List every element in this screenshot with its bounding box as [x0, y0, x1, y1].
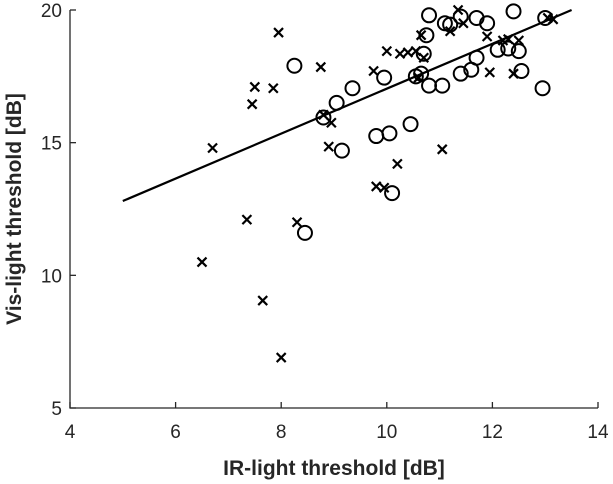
circle-marker: [315, 109, 332, 126]
circle-marker: [421, 77, 438, 94]
circle-marker: [384, 185, 401, 202]
cross-marker: [273, 27, 284, 38]
circle-marker: [333, 142, 350, 159]
cross-marker: [291, 216, 303, 228]
circle-marker: [344, 80, 361, 97]
circle-marker: [421, 7, 438, 24]
y-tick-label: 5: [51, 399, 62, 420]
cross-marker: [315, 61, 327, 73]
circle-marker: [413, 65, 430, 82]
data-markers: [196, 3, 559, 363]
circle-marker: [328, 94, 345, 111]
axes: [69, 10, 598, 409]
x-tick-label: 10: [376, 422, 397, 443]
cross-marker: [394, 48, 406, 60]
cross-marker: [368, 65, 379, 77]
cross-marker: [392, 158, 403, 170]
x-axis-label: IR-light threshold [dB]: [223, 457, 445, 480]
cross-marker: [484, 67, 496, 78]
cross-marker: [246, 98, 258, 110]
cross-marker: [370, 181, 382, 192]
circle-marker: [296, 224, 313, 241]
fit-line: [122, 8, 573, 203]
y-tick-label: 10: [41, 266, 62, 287]
x-tick-label: 14: [587, 422, 609, 443]
x-tick-label: 6: [170, 422, 181, 443]
circle-marker: [368, 128, 385, 145]
circle-marker: [415, 45, 432, 62]
x-tick-label: 12: [482, 422, 503, 443]
circle-marker: [479, 15, 496, 32]
cross-marker: [241, 214, 253, 225]
y-axis-ticks: 5 10 15 20: [41, 1, 76, 420]
cross-marker: [378, 182, 390, 194]
cross-marker: [257, 295, 268, 306]
y-tick-label: 15: [41, 134, 62, 155]
circle-marker: [505, 3, 522, 20]
fit-line-group: [122, 8, 573, 203]
circle-marker: [402, 116, 419, 133]
cross-marker: [326, 117, 337, 129]
circle-marker: [376, 69, 393, 86]
x-tick-label: 4: [65, 422, 76, 443]
cross-marker: [249, 81, 261, 93]
circle-marker: [418, 27, 435, 44]
cross-marker: [513, 35, 525, 46]
y-axis-label: Vis-light threshold [dB]: [3, 93, 26, 325]
cross-marker: [207, 142, 218, 154]
circle-marker: [534, 80, 551, 97]
circle-marker: [381, 125, 398, 142]
cross-marker: [268, 82, 279, 94]
circle-marker: [513, 63, 530, 80]
cross-marker: [415, 29, 427, 41]
circle-marker: [452, 65, 469, 82]
cross-marker: [436, 144, 448, 155]
x-tick-label: 8: [276, 422, 287, 443]
cross-marker: [402, 47, 414, 58]
circle-marker: [468, 49, 485, 66]
cross-marker: [323, 141, 334, 152]
x-axis-ticks: 4 6 8 10 12 14: [65, 402, 609, 443]
circle-marker: [510, 43, 527, 60]
circle-marker: [442, 16, 459, 33]
circle-marker: [434, 77, 451, 94]
cross-marker: [196, 256, 208, 268]
circle-marker: [286, 57, 303, 74]
cross-marker: [481, 31, 493, 42]
cross-marker: [275, 352, 287, 363]
circle-marker: [500, 40, 517, 57]
y-tick-label: 20: [41, 1, 62, 22]
cross-marker: [381, 45, 393, 57]
circle-marker: [452, 8, 469, 25]
axis-frame: [69, 10, 598, 409]
circle-marker: [537, 9, 554, 26]
circle-marker: [489, 41, 506, 58]
